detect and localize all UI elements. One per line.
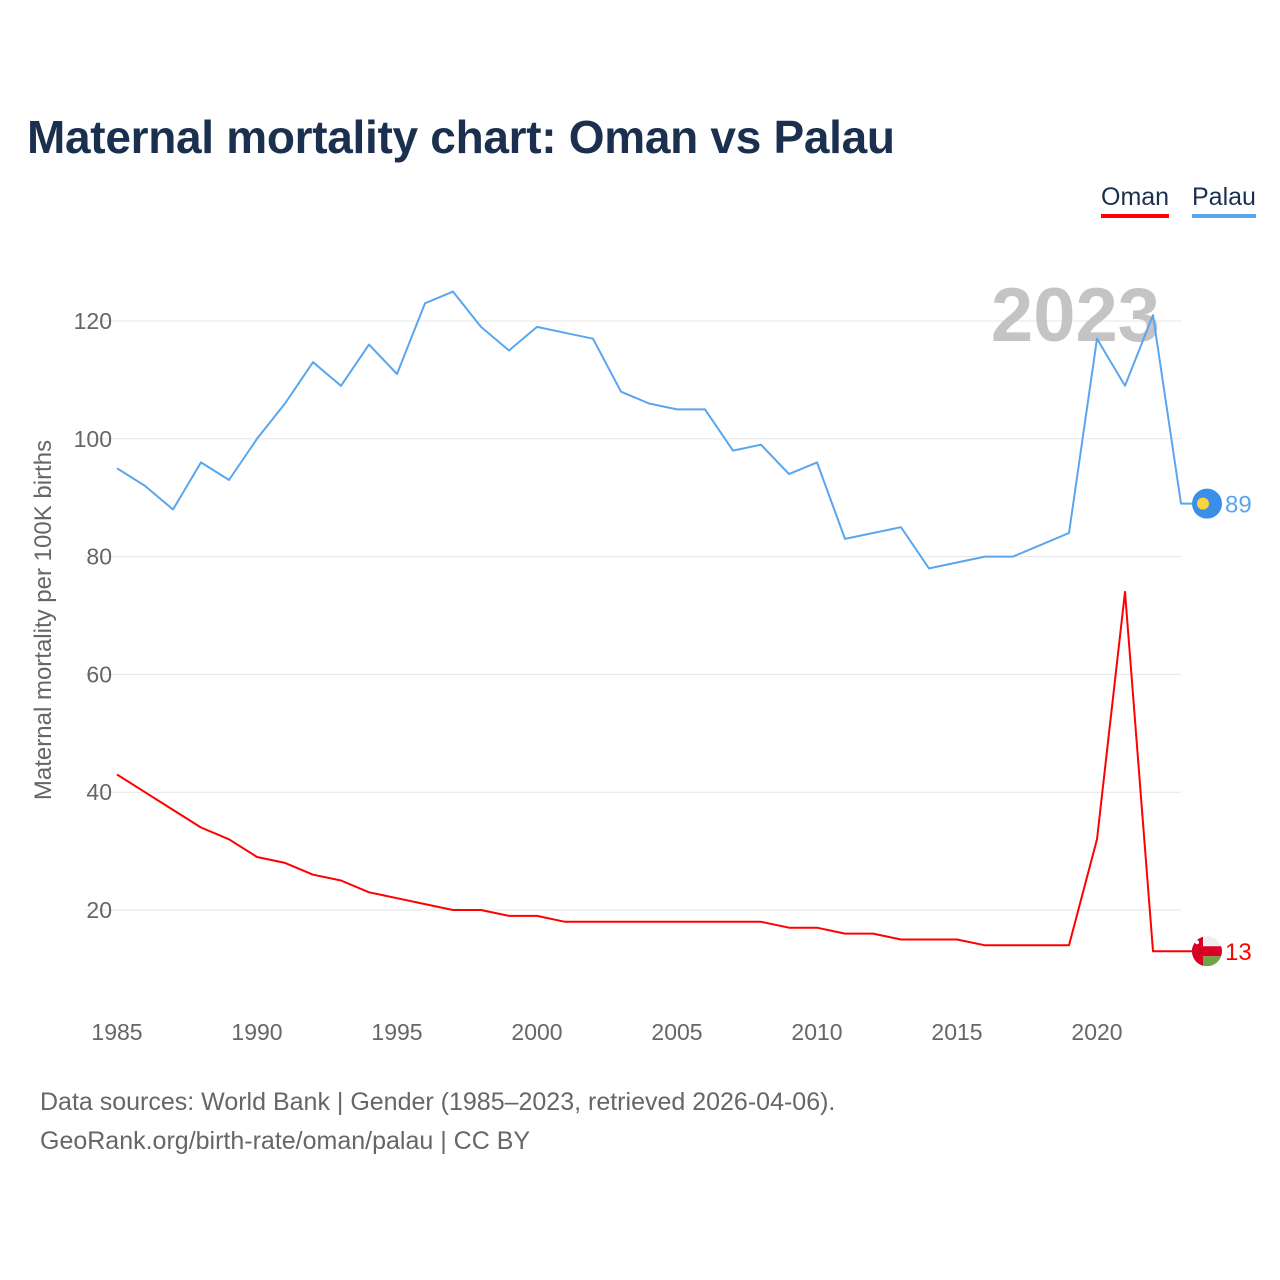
oman-red (1192, 946, 1222, 957)
oman-hoist (1192, 936, 1203, 967)
legend-item-palau[interactable]: Palau (1192, 183, 1256, 218)
y-tick-label: 100 (74, 426, 112, 452)
y-tick-label: 20 (86, 897, 112, 923)
data-sources: Data sources: World Bank | Gender (1985–… (40, 1088, 836, 1116)
credit-link[interactable]: GeoRank.org/birth-rate/oman/palau | CC B… (40, 1127, 531, 1155)
series-line-palau (116, 290, 1195, 570)
oman-white (1192, 936, 1222, 947)
end-value-oman: 13 (1225, 939, 1252, 966)
y-tick-label: 80 (86, 544, 112, 570)
x-tick-label: 1990 (231, 1019, 282, 1045)
x-tick-label: 2020 (1071, 1019, 1122, 1045)
legend-item-oman[interactable]: Oman (1101, 183, 1170, 218)
oman-emblem (1195, 940, 1199, 945)
end-value-palau: 89 (1225, 492, 1252, 519)
chart-title: Maternal mortality chart: Oman vs Palau (27, 111, 895, 163)
x-tick-label: 1995 (371, 1019, 422, 1045)
palau-flag-moon (1197, 497, 1209, 510)
y-tick-label: 60 (86, 661, 112, 687)
year-watermark: 2023 (991, 273, 1160, 358)
y-tick-label: 40 (86, 779, 112, 805)
y-axis-label: Maternal mortality per 100K births (30, 440, 57, 800)
series-line-oman (116, 590, 1195, 953)
x-tick-label: 2000 (511, 1019, 562, 1045)
x-tick-label: 2015 (931, 1019, 982, 1045)
oman-flag-icon (1192, 936, 1222, 967)
oman-green (1192, 956, 1222, 967)
y-tick-label: 120 (74, 308, 112, 334)
x-tick-label: 2005 (651, 1019, 702, 1045)
oman-flag-body (1192, 936, 1222, 967)
x-tick-label: 1985 (91, 1019, 142, 1045)
x-tick-label: 2010 (791, 1019, 842, 1045)
